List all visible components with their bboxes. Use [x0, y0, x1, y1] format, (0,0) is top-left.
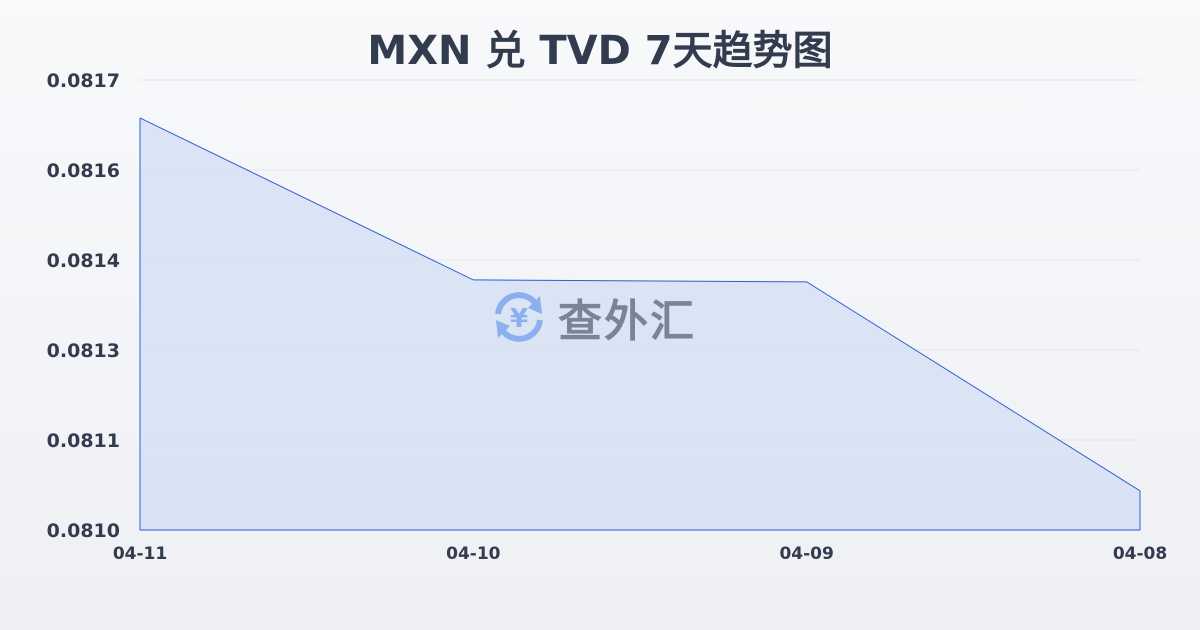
x-tick-label: 04-09: [779, 544, 833, 564]
svg-text:¥: ¥: [510, 304, 528, 334]
chart-title: MXN 兑 TVD 7天趋势图: [367, 28, 833, 74]
y-tick-label: 0.0816: [47, 160, 120, 182]
series-line: [139, 117, 1141, 492]
x-tick-label: 04-08: [1113, 544, 1167, 564]
watermark-logo: ¥ 查外汇: [488, 285, 696, 349]
y-tick-label: 0.0811: [47, 430, 120, 452]
y-tick-label: 0.0810: [47, 520, 120, 542]
x-tick-label: 04-11: [113, 544, 167, 564]
y-tick-label: 0.0813: [47, 340, 120, 362]
yuan-exchange-icon: ¥: [495, 292, 543, 342]
y-tick-label: 0.0817: [47, 70, 120, 92]
x-tick-label: 04-10: [446, 544, 501, 564]
y-tick-label: 0.0814: [47, 250, 120, 272]
area-fill: [140, 117, 1140, 530]
watermark-text: 查外汇: [558, 296, 696, 347]
